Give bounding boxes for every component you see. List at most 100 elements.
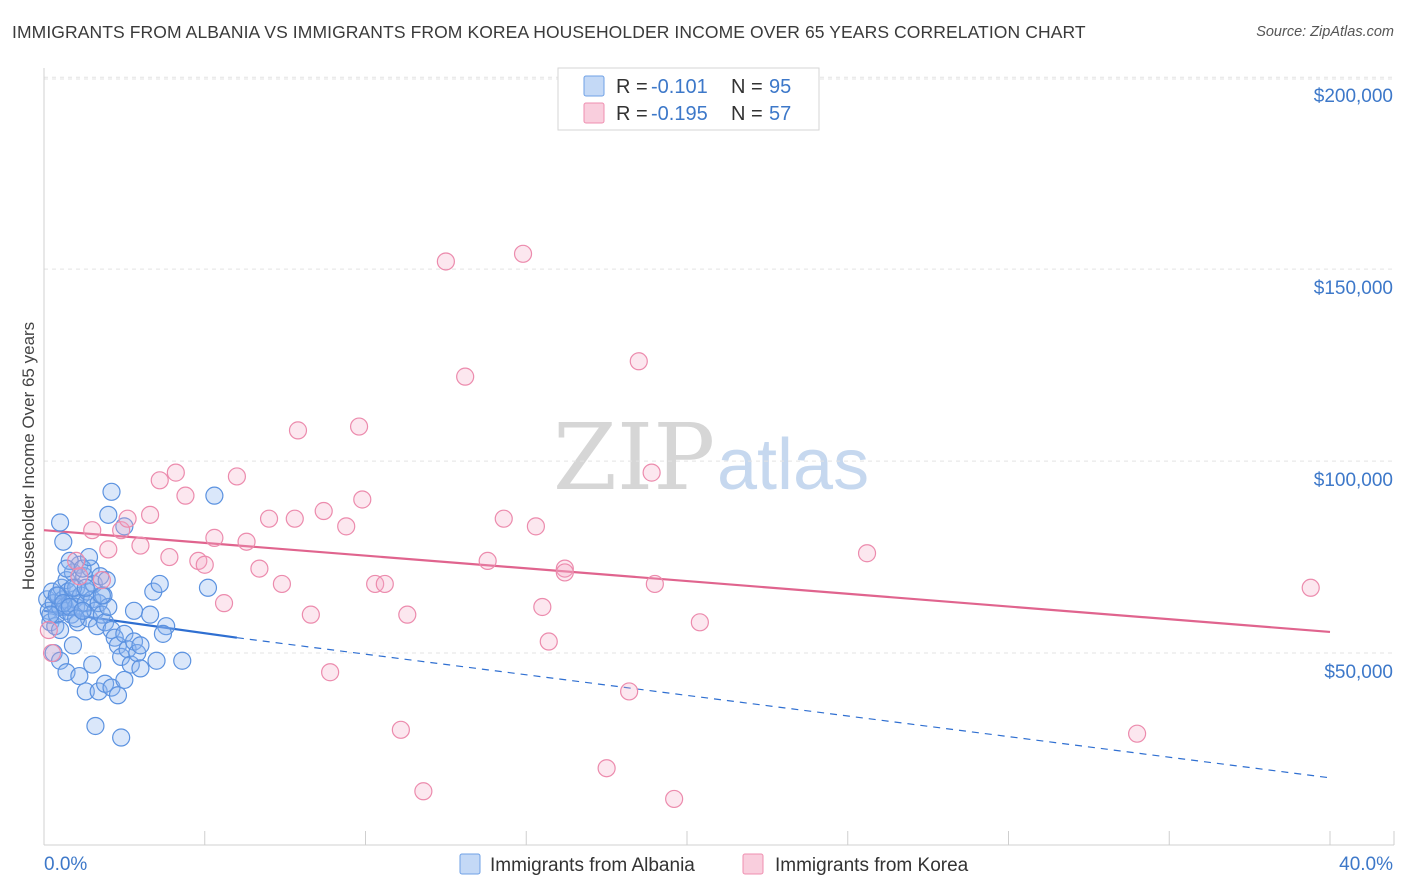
albania-point	[54, 532, 73, 551]
korea-point	[478, 551, 497, 571]
albania-points	[38, 482, 224, 747]
albania-swatch	[583, 75, 605, 97]
korea-point	[391, 720, 410, 739]
korea-point	[513, 244, 533, 263]
albania-point	[115, 670, 134, 690]
albania-point	[115, 624, 134, 643]
albania-point	[41, 605, 60, 624]
korea-point	[353, 490, 372, 509]
albania-point	[70, 666, 89, 686]
albania-point	[173, 651, 192, 670]
watermark-atlas: atlas	[717, 425, 869, 505]
korea-point	[349, 417, 369, 436]
korea-point	[301, 605, 320, 624]
korea-point	[414, 782, 433, 801]
albania-r-label: R =	[616, 76, 648, 98]
legend-albania-swatch	[459, 853, 481, 875]
korea-point	[83, 521, 102, 540]
korea-point	[690, 613, 709, 632]
albania-point	[121, 655, 140, 674]
source-credit: Source: ZipAtlas.com	[1256, 24, 1394, 40]
korea-point	[176, 486, 195, 505]
x-tick-label: 40.0%	[1339, 854, 1393, 875]
chart-title: IMMIGRANTS FROM ALBANIA VS IMMIGRANTS FR…	[12, 22, 1086, 42]
albania-point	[124, 601, 144, 620]
korea-point	[99, 540, 118, 559]
albania-point	[153, 624, 173, 643]
albania-point	[205, 486, 224, 505]
albania-point	[131, 659, 150, 678]
korea-point	[39, 620, 58, 640]
korea-point	[375, 574, 394, 594]
albania-point	[147, 651, 166, 670]
albania-point	[63, 636, 83, 655]
legend-albania-label: Immigrants from Albania	[490, 855, 695, 876]
korea-point	[539, 632, 558, 651]
y-tick-label: $50,000	[1324, 662, 1393, 683]
korea-point	[205, 528, 224, 547]
albania-point	[83, 655, 102, 674]
y-tick-label: $150,000	[1314, 278, 1393, 299]
korea-point	[533, 597, 552, 617]
korea-point	[555, 563, 574, 582]
albania-trend-extension	[236, 637, 1331, 779]
korea-n-label: N =	[731, 103, 763, 125]
korea-point	[555, 559, 574, 578]
legend-korea-swatch	[742, 853, 764, 875]
albania-point	[140, 605, 160, 624]
korea-point	[160, 547, 179, 567]
korea-point	[620, 682, 639, 701]
korea-point	[436, 252, 455, 271]
korea-point	[150, 471, 169, 490]
korea-point	[642, 463, 661, 482]
y-axis-label: Householder Income Over 65 years	[19, 322, 38, 590]
korea-point	[456, 367, 475, 386]
korea-point	[1127, 724, 1147, 743]
albania-n-value: 95	[769, 76, 791, 98]
korea-point	[629, 352, 648, 371]
watermark-zip: ZIP	[553, 404, 715, 511]
korea-point	[112, 521, 131, 540]
albania-point	[50, 513, 70, 532]
albania-point	[99, 597, 118, 617]
albania-point	[198, 578, 218, 597]
albania-point	[76, 578, 95, 597]
korea-point	[237, 532, 256, 551]
korea-point	[314, 501, 333, 521]
korea-point	[131, 536, 150, 555]
albania-point	[131, 636, 150, 655]
albania-point	[63, 578, 83, 597]
korea-point	[166, 463, 185, 482]
korea-point	[645, 574, 664, 594]
gridlines	[44, 76, 1394, 654]
legend-korea-label: Immigrants from Korea	[775, 855, 969, 876]
y-tick-label: $100,000	[1314, 470, 1393, 491]
korea-point	[140, 505, 160, 524]
albania-point	[92, 586, 111, 605]
albania-point	[76, 682, 95, 701]
korea-point	[597, 759, 616, 778]
stats-legend: R = -0.101 N = 95 R = -0.195 N = 57	[557, 67, 820, 131]
korea-point	[214, 594, 234, 613]
albania-point	[73, 601, 92, 620]
albania-point	[150, 574, 169, 594]
korea-point	[272, 574, 292, 594]
korea-n-value: 57	[769, 103, 791, 125]
albania-point	[112, 728, 131, 747]
korea-point	[321, 663, 340, 682]
series-legend: Immigrants from Albania Immigrants from …	[459, 853, 969, 876]
x-tick-label: 0.0%	[44, 854, 87, 875]
korea-point	[92, 571, 111, 590]
korea-point	[285, 509, 304, 528]
korea-point	[857, 544, 877, 563]
x-tick-labels: 0.0% 40.0%	[44, 854, 1393, 875]
korea-point	[227, 467, 246, 486]
korea-swatch	[583, 102, 605, 124]
korea-point	[118, 509, 137, 528]
korea-trend-line	[43, 529, 1331, 634]
albania-point	[99, 505, 118, 524]
korea-point	[70, 567, 89, 586]
korea-point	[259, 509, 279, 528]
korea-point	[398, 605, 417, 624]
